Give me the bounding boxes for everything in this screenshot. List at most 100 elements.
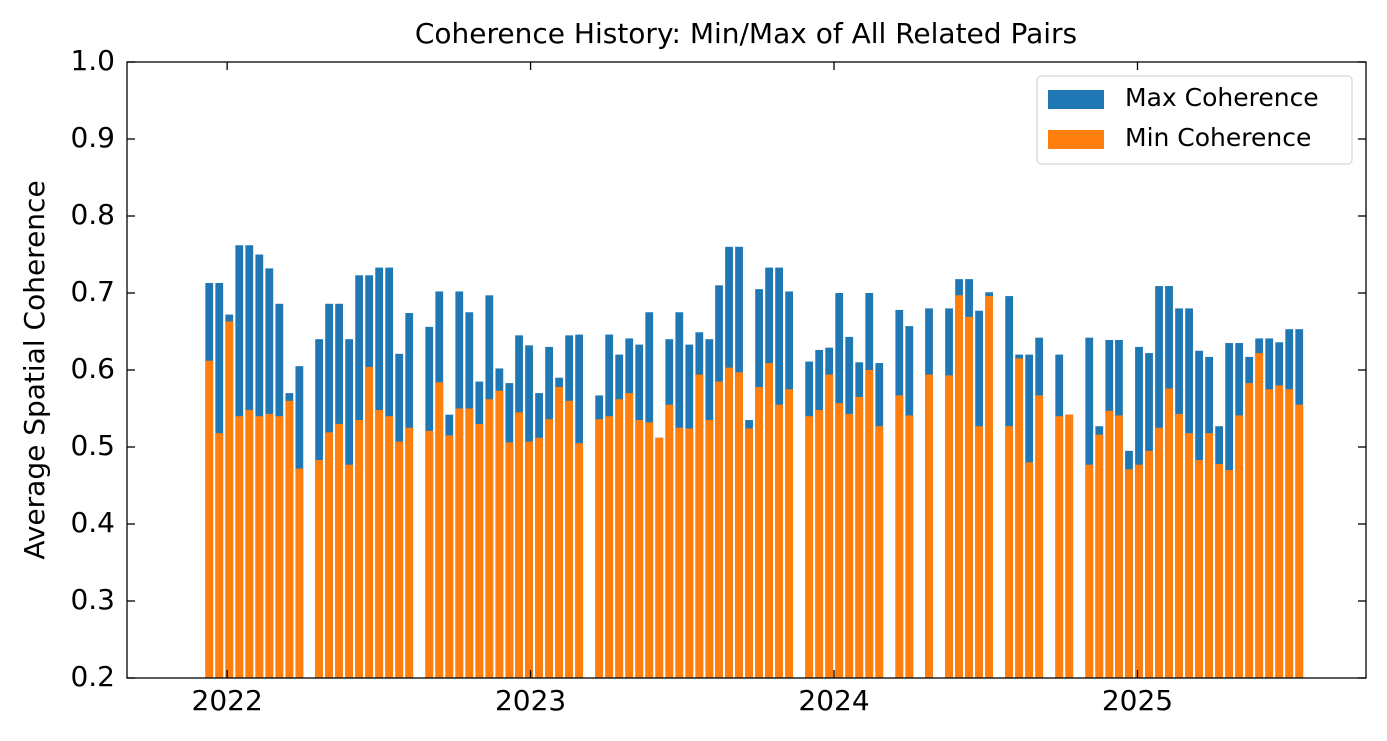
chart-title: Coherence History: Min/Max of All Relate… <box>415 17 1077 50</box>
bar <box>695 374 704 678</box>
bar <box>545 419 553 678</box>
bar <box>525 441 533 678</box>
bar <box>1145 450 1153 678</box>
bar <box>605 416 614 678</box>
y-axis-label: Average Spatial Coherence <box>18 180 51 559</box>
bar <box>285 400 294 678</box>
bar <box>215 433 224 678</box>
y-tick-label: 1.0 <box>70 44 115 77</box>
bar <box>1235 415 1244 678</box>
bar <box>615 399 624 678</box>
bar <box>1215 463 1224 678</box>
x-tick-label: 2025 <box>1102 684 1173 717</box>
bar <box>465 408 474 678</box>
bar <box>685 428 694 678</box>
bar <box>325 432 333 678</box>
bar <box>1185 433 1193 678</box>
bar <box>1115 415 1123 678</box>
bar <box>355 420 364 678</box>
bar <box>275 416 284 678</box>
bar <box>1245 383 1254 678</box>
x-tick-label: 2022 <box>192 684 263 717</box>
legend-label: Min Coherence <box>1125 123 1311 152</box>
bar <box>365 366 374 678</box>
y-tick-label: 0.6 <box>70 352 115 385</box>
bar <box>455 408 464 678</box>
bar <box>775 404 784 678</box>
bar <box>385 416 394 678</box>
legend-box <box>1036 75 1353 165</box>
bar <box>205 360 214 678</box>
bar <box>1025 462 1034 678</box>
bar <box>745 428 753 678</box>
bar <box>1265 389 1274 678</box>
bar <box>225 321 234 678</box>
bar <box>1165 388 1173 678</box>
bar <box>815 410 824 678</box>
bar <box>875 426 884 678</box>
bar <box>445 435 454 678</box>
bar <box>635 420 644 678</box>
bar <box>575 443 584 678</box>
y-tick-label: 0.7 <box>70 275 115 308</box>
bar <box>1095 434 1104 678</box>
bar <box>475 423 484 678</box>
bar <box>265 413 274 678</box>
bar <box>555 386 564 678</box>
bar <box>375 410 384 678</box>
bar <box>715 381 723 678</box>
bar <box>955 295 963 678</box>
bar <box>565 400 574 678</box>
y-tick-label: 0.4 <box>70 506 115 539</box>
bar <box>1125 469 1133 678</box>
bar <box>345 464 354 678</box>
bar <box>835 403 844 678</box>
y-tick-label: 0.9 <box>70 121 115 154</box>
bar <box>845 413 854 678</box>
bar <box>1155 427 1163 678</box>
bar <box>395 441 404 678</box>
bar <box>985 296 993 678</box>
bar <box>405 427 414 678</box>
bar <box>825 374 834 678</box>
bar <box>805 416 814 678</box>
bar <box>655 437 664 678</box>
bar <box>1205 433 1213 678</box>
bar <box>435 382 444 678</box>
bar <box>855 396 864 678</box>
bar <box>1135 464 1143 678</box>
bar <box>1065 414 1074 678</box>
bar <box>505 442 514 678</box>
bar <box>765 363 773 678</box>
bar <box>1085 464 1094 678</box>
bar <box>905 415 914 678</box>
bar <box>925 374 933 678</box>
bar <box>595 419 604 678</box>
x-tick-label: 2024 <box>798 684 869 717</box>
bar <box>645 422 654 678</box>
bar <box>1055 416 1064 678</box>
bar <box>755 386 763 678</box>
bar <box>785 389 794 678</box>
legend-swatch <box>1048 90 1104 109</box>
bar <box>945 375 953 678</box>
bar <box>425 430 434 678</box>
bar <box>1285 389 1294 678</box>
legend-swatch <box>1048 130 1104 149</box>
bar <box>1105 410 1114 678</box>
legend-label: Max Coherence <box>1125 83 1319 112</box>
bar <box>895 395 904 678</box>
bar <box>865 370 874 678</box>
x-tick-label: 2023 <box>495 684 566 717</box>
bar <box>1195 460 1203 678</box>
bar <box>1175 413 1183 678</box>
bar <box>735 372 743 678</box>
bar <box>725 367 733 678</box>
bar <box>975 426 983 678</box>
bar <box>495 390 504 678</box>
bar <box>675 427 684 678</box>
y-tick-label: 0.3 <box>70 583 115 616</box>
bar <box>1015 358 1024 678</box>
bar <box>335 423 343 678</box>
